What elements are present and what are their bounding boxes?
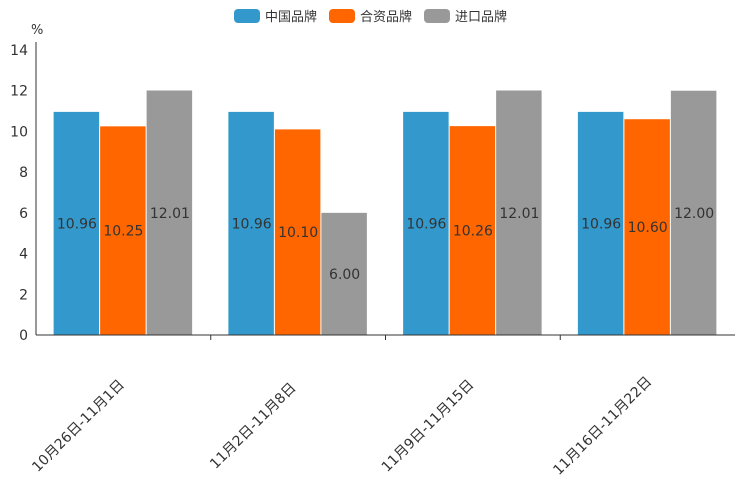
x-axis: 10月26日-11月1日 11月2日-11月8日 11月9日-11月15日 11月16… xyxy=(29,334,735,479)
legend-swatch xyxy=(424,9,450,23)
bar xyxy=(403,111,449,335)
legend-label: 进口品牌 xyxy=(455,9,507,25)
bar xyxy=(449,126,496,335)
legend-label: 中国品牌 xyxy=(265,9,317,25)
x-tick-label: 11月9日-11月15日 xyxy=(379,377,478,476)
bar-value-label: 10.96 xyxy=(232,216,272,232)
bar-value-label: 12.01 xyxy=(150,206,190,222)
bar xyxy=(100,126,146,335)
x-tick-label: 11月2日-11月8日 xyxy=(207,380,299,472)
bar-value-label: 12.01 xyxy=(499,206,539,222)
bar xyxy=(624,119,670,335)
legend-swatch xyxy=(234,9,260,23)
y-tick-label: 2 xyxy=(19,287,28,303)
legend-item: 进口品牌 xyxy=(424,9,507,25)
legend-label: 合资品牌 xyxy=(360,9,412,25)
y-tick-label: 0 xyxy=(19,328,28,344)
bar-value-label: 10.60 xyxy=(628,220,668,236)
legend-swatch xyxy=(329,9,355,23)
y-tick-label: 4 xyxy=(19,247,28,263)
y-tick-label: 14 xyxy=(10,43,28,59)
y-tick-label: 10 xyxy=(10,124,28,140)
bar xyxy=(228,111,274,335)
bar xyxy=(496,90,542,335)
y-axis: 0 2 4 6 8 10 12 14 xyxy=(10,42,37,344)
bar-group: 10.96 10.60 12.00 xyxy=(577,90,717,335)
x-tick-label: 10月26日-11月1日 xyxy=(29,377,128,476)
y-tick-label: 8 xyxy=(19,165,28,181)
bar xyxy=(321,212,367,335)
legend-item: 中国品牌 xyxy=(234,9,317,25)
bar xyxy=(53,111,100,335)
y-tick-label: 12 xyxy=(10,84,28,100)
bar-value-label: 12.00 xyxy=(674,206,714,222)
bar xyxy=(146,90,193,335)
legend-item: 合资品牌 xyxy=(329,9,412,25)
bar-group: 10.96 10.26 12.01 xyxy=(403,90,542,335)
legend: 中国品牌 合资品牌 进口品牌 xyxy=(234,9,507,25)
bar-value-label: 6.00 xyxy=(329,267,360,283)
y-axis-unit-label: % xyxy=(31,23,43,38)
bar-value-label: 10.96 xyxy=(406,216,446,232)
bar-value-label: 10.25 xyxy=(103,224,143,240)
y-tick-label: 6 xyxy=(19,206,28,222)
bar xyxy=(577,111,624,335)
bar-value-label: 10.96 xyxy=(57,216,97,232)
bar-group: 10.96 10.10 6.00 xyxy=(228,111,367,335)
bar xyxy=(274,129,321,335)
bar xyxy=(670,90,717,335)
bar-value-label: 10.96 xyxy=(581,216,621,232)
bar-group: 10.96 10.25 12.01 xyxy=(53,90,193,335)
bar-value-label: 10.26 xyxy=(453,224,493,240)
bar-value-label: 10.10 xyxy=(278,225,318,241)
x-tick-label: 11月16日-11月22日 xyxy=(550,374,655,479)
